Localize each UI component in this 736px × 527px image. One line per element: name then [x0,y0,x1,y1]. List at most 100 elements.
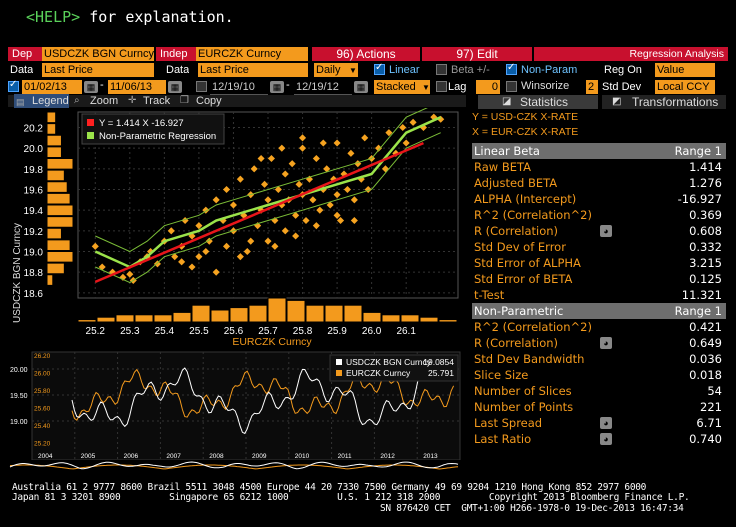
scatter-point [212,268,220,276]
scatter-point [299,144,307,152]
y-histogram-bar [46,158,74,170]
timeseries-legend: USDCZK BGN Curncy 19.0854 EURCZK Curncy … [329,354,459,382]
range2-checkbox[interactable] [196,81,207,92]
scatter-point [312,222,320,230]
calendar-icon[interactable]: ▦ [270,81,284,93]
start-date-field[interactable]: 01/02/13 [22,80,82,94]
scatter-point [302,216,310,225]
year-label: 2009 [252,453,267,460]
stat-value: 1.414 [689,160,722,174]
x-histogram-bar [96,316,116,323]
scatter-point [295,180,303,188]
legend-button[interactable]: Legend [14,94,69,108]
calendar-icon[interactable]: ▦ [354,81,368,93]
statistics-tab[interactable]: Statistics [478,95,598,109]
info-icon[interactable]: ◕ [600,417,612,429]
legend-regression: Y = 1.414 X -16.927 [99,118,184,129]
right-tick-label: 26.00 [34,371,51,378]
nonparam-label: Non-Param [521,64,578,76]
info-icon[interactable]: ◕ [600,225,612,237]
lag-checkbox[interactable] [436,81,447,92]
stat-value: 0.608 [689,224,722,238]
y-tick-label: 19.6 [24,186,44,197]
beta-checkbox[interactable] [436,64,447,75]
scatter-point [167,227,175,235]
end-date-field[interactable]: 11/06/13 [108,80,166,94]
copy-button[interactable]: Copy [178,94,222,108]
dep-field[interactable]: USDCZK BGN Curncy [42,47,154,61]
info-icon[interactable]: ◕ [600,433,612,445]
x-histogram-bar [381,314,401,323]
stat-name: Number of Slices [474,384,572,398]
edit-button[interactable]: 97) Edit [422,47,532,61]
scatter-chart: 20.2 20.0 19.8 19.6 19.4 19.2 19.0 18.8 18.6 25.… [0,108,470,350]
lag-label: Lag [448,81,467,93]
help-key[interactable]: <HELP> [26,8,81,26]
scatter-point [247,237,255,245]
zoom-button[interactable]: Zoom [72,94,118,108]
right-tick-label: 26.20 [34,353,51,360]
currency-select[interactable]: Local CCY [655,80,715,94]
x-histogram-bar [267,297,287,323]
x-tick-label: 25.7 [258,326,278,337]
stat-value: 0.649 [689,336,722,350]
info-icon[interactable]: ◕ [600,337,612,349]
stat-name: R (Correlation) [474,336,559,350]
stat-row: Last Spread 6.71 [472,415,726,431]
nonparam-range-label: Range 1 [674,304,722,318]
linear-header-label: Linear Beta [474,144,540,158]
lag-field[interactable]: 0 [476,80,500,94]
stat-name: R^2 (Correlation^2) [474,208,592,222]
stat-row: ALPHA (Intercept) -16.927 [472,191,726,207]
scatter-point [236,253,244,261]
transformations-tab[interactable]: Transformations [602,95,726,109]
range-checkbox[interactable] [8,79,19,92]
scatter-point [361,134,369,142]
indep-data-field[interactable]: Last Price [198,63,308,77]
year-label: 2007 [166,453,181,460]
actions-button[interactable]: 96) Actions [312,47,420,61]
y-histogram-bar [46,111,57,124]
winsorize-checkbox[interactable] [506,81,517,92]
scatter-point [267,154,275,163]
legend-icon: ▤ [16,97,25,107]
indep-field[interactable]: EURCZK Curncy [196,47,308,61]
dep-data-field[interactable]: Last Price [42,63,154,77]
stacked-select[interactable]: Stacked [374,80,430,94]
winsorize-field[interactable]: 2 [586,80,598,94]
calendar-icon[interactable]: ▦ [84,81,98,93]
scatter-point [292,232,300,240]
period-select[interactable]: Daily [314,63,358,77]
y-tick-label: 19.8 [24,165,44,176]
linear-checkbox[interactable] [374,62,385,75]
y-histogram-bar [46,216,74,228]
data-label: Data [10,64,34,76]
y-histogram-bar [46,251,74,263]
y-tick-label: 20.0 [24,144,44,155]
stddev-label: Std Dev [602,81,642,93]
scatter-point [281,170,289,178]
nonparam-checkbox[interactable] [506,62,517,75]
data2-label: Data [166,64,190,76]
y-histogram-bar [46,227,62,240]
stat-row: Std Dev Bandwidth 0.036 [472,351,726,367]
regon-select[interactable]: Value [655,63,715,77]
year-label: 2011 [338,453,352,460]
stat-value: 0.369 [689,208,722,222]
scatter-point [409,118,417,126]
stat-name: R (Correlation) [474,224,559,238]
indep-label: Indep [156,47,196,61]
stat-value: -16.927 [677,192,722,206]
stat-row: Number of Points 221 [472,399,726,415]
calendar-icon[interactable]: ▦ [168,81,182,93]
end-date2-field[interactable]: 12/19/12 [294,80,352,95]
x-tick-label: 25.4 [155,326,175,337]
scatter-point [309,196,317,204]
chart-toolbar [8,95,466,107]
stat-value: 3.215 [689,256,722,270]
x-tick-label: 25.2 [86,326,106,337]
scatter-point [271,242,279,250]
start-date2-field[interactable]: 12/19/10 [210,80,268,95]
scatter-point [188,263,196,271]
track-button[interactable]: Track [125,94,170,108]
